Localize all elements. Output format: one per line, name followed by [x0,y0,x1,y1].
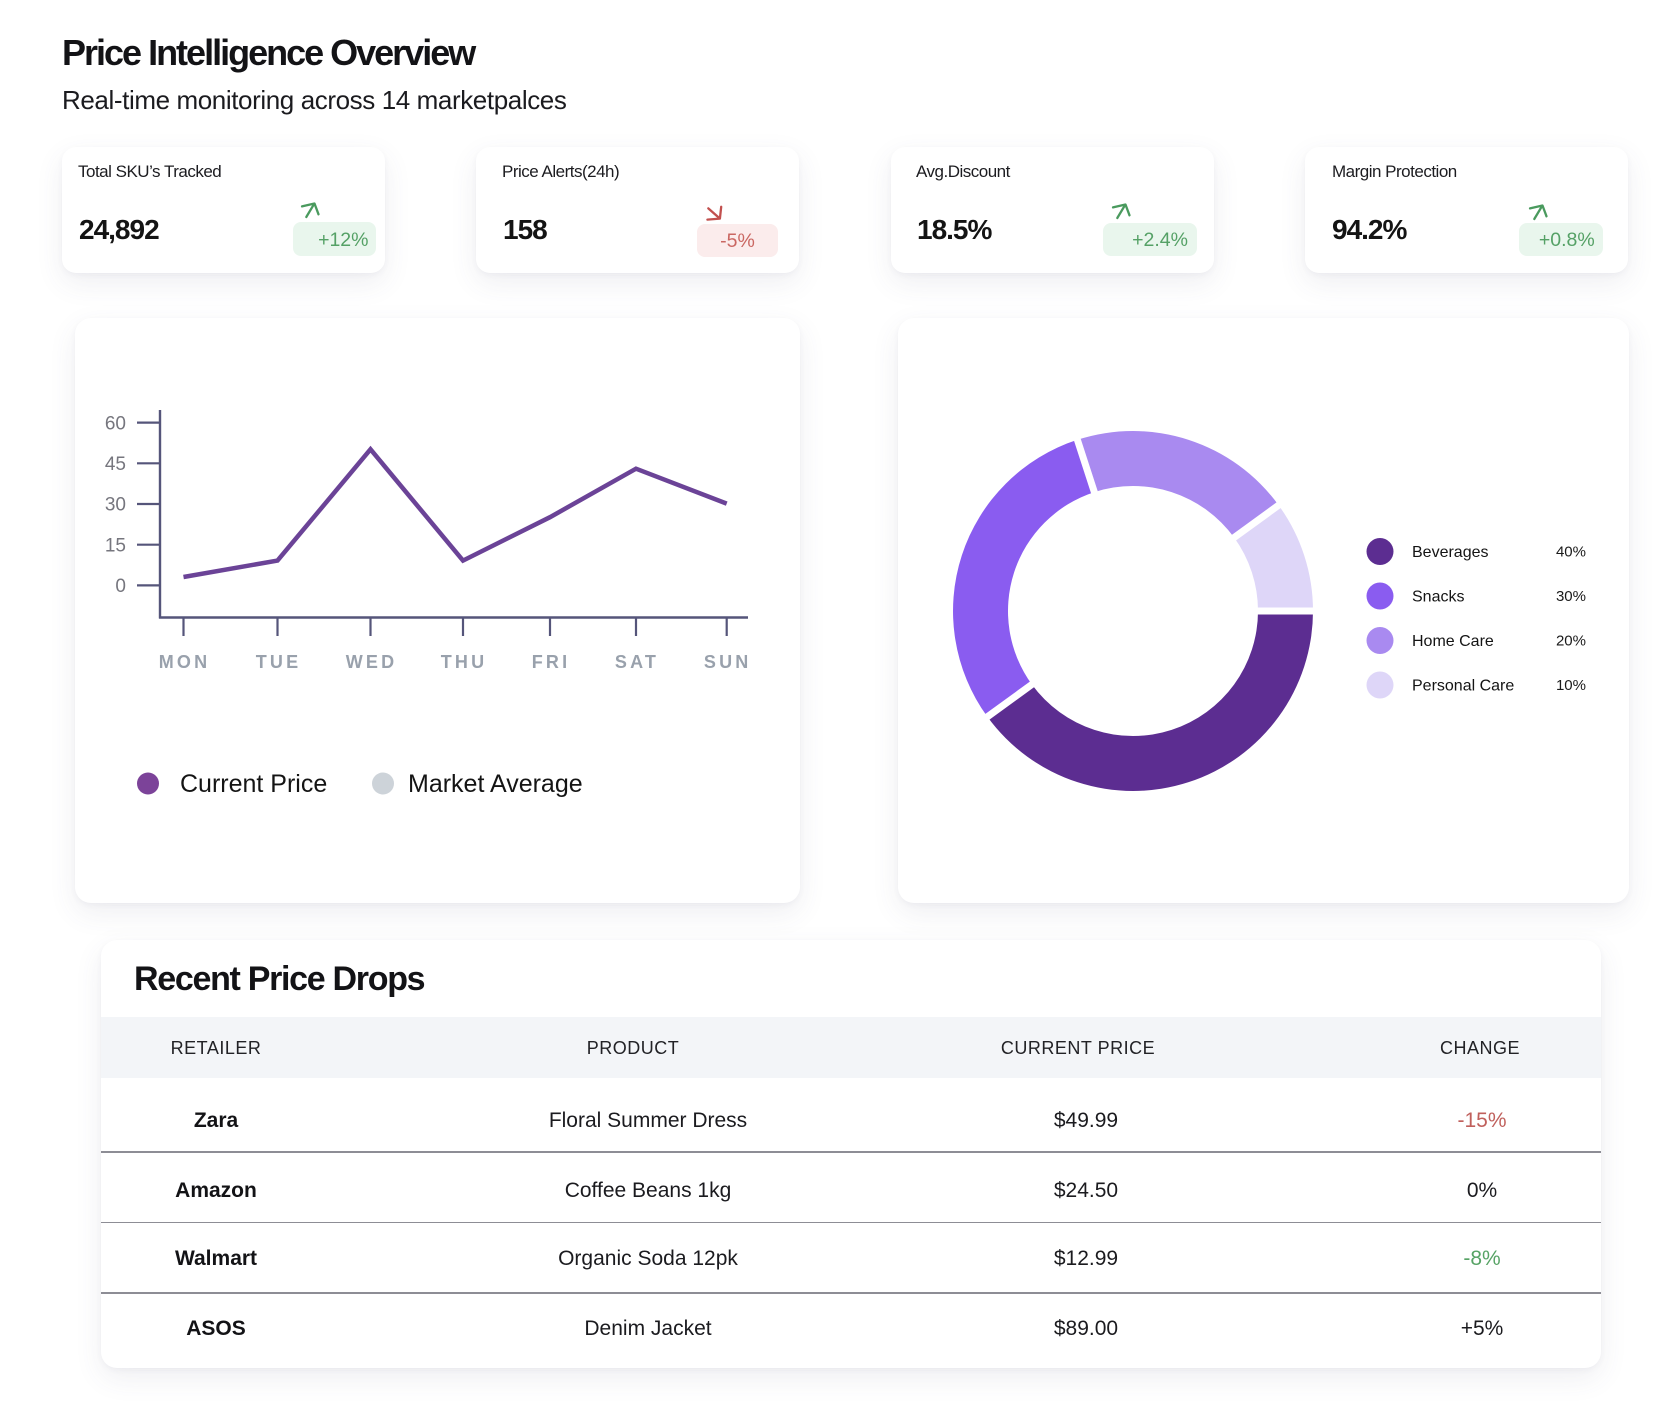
svg-text:Market Average: Market Average [408,770,583,798]
svg-text:MON: MON [159,652,211,672]
svg-text:SUN: SUN [704,652,752,672]
svg-text:Current Price: Current Price [180,770,327,798]
svg-text:WED: WED [346,652,398,672]
svg-text:10%: 10% [1556,677,1586,694]
svg-text:30: 30 [105,495,126,516]
svg-text:THU: THU [441,652,488,672]
svg-text:20%: 20% [1556,633,1586,650]
svg-text:Personal Care: Personal Care [1412,678,1514,695]
svg-text:0: 0 [115,576,126,597]
svg-text:TUE: TUE [256,652,302,672]
svg-text:Home Care: Home Care [1412,633,1494,650]
svg-text:45: 45 [105,454,126,475]
svg-text:Beverages: Beverages [1412,544,1489,561]
svg-text:60: 60 [105,413,126,434]
svg-text:SAT: SAT [615,652,659,672]
svg-text:40%: 40% [1556,544,1586,561]
svg-text:15: 15 [105,535,126,556]
svg-text:Snacks: Snacks [1412,589,1464,606]
svg-text:FRI: FRI [532,652,571,672]
svg-text:30%: 30% [1556,588,1586,605]
